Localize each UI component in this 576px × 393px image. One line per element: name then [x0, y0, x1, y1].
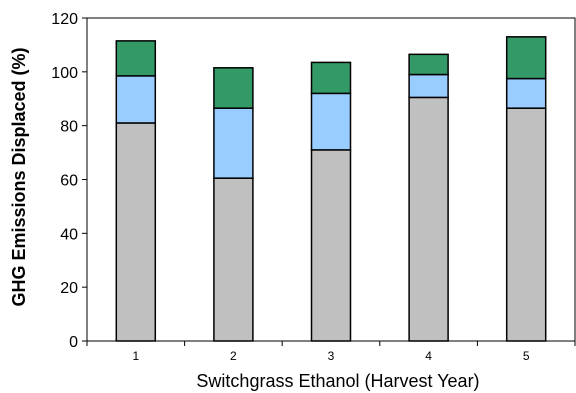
- bar-segment-cat4-series1: [408, 96, 449, 342]
- bar-segment-cat3-series3: [310, 61, 352, 95]
- x-tick-label-5: 5: [523, 349, 530, 363]
- x-axis-title: Switchgrass Ethanol (Harvest Year): [196, 371, 479, 391]
- bar-segment-cat1-series1: [115, 122, 157, 342]
- axes-layer: [82, 17, 576, 346]
- bar-segment-cat3-series2: [310, 92, 352, 151]
- bar-segment-cat4-series3: [408, 53, 449, 76]
- y-tick-label-120: 120: [51, 11, 78, 28]
- y-tick-label-40: 40: [60, 226, 78, 243]
- x-tick-label-1: 1: [132, 349, 139, 363]
- bar-segment-cat5-series3: [505, 36, 547, 80]
- bar-segment-cat2-series3: [213, 67, 254, 109]
- bar-segment-cat1-series2: [115, 75, 157, 124]
- x-tick-label-2: 2: [230, 349, 237, 363]
- bars-layer: [115, 36, 547, 342]
- bar-segment-cat2-series2: [213, 107, 254, 179]
- bar-segment-cat1-series3: [115, 40, 157, 77]
- y-tick-label-100: 100: [51, 65, 78, 82]
- y-tick-label-60: 60: [60, 173, 78, 190]
- x-tick-label-4: 4: [425, 349, 432, 363]
- x-tick-label-3: 3: [328, 349, 335, 363]
- bar-segment-cat4-series2: [408, 73, 449, 99]
- bar-segment-cat5-series2: [505, 77, 547, 109]
- y-axis-title: GHG Emissions Displaced (%): [9, 47, 29, 306]
- bar-segment-cat3-series1: [310, 149, 352, 342]
- y-tick-label-0: 0: [69, 334, 78, 351]
- bar-segment-cat2-series1: [213, 177, 254, 342]
- bar-segment-cat5-series1: [505, 107, 547, 342]
- y-tick-label-80: 80: [60, 119, 78, 136]
- y-tick-label-20: 20: [60, 280, 78, 297]
- labels-layer: 0 20 40 60 80 100 120 1 2 3 4 5: [51, 11, 530, 363]
